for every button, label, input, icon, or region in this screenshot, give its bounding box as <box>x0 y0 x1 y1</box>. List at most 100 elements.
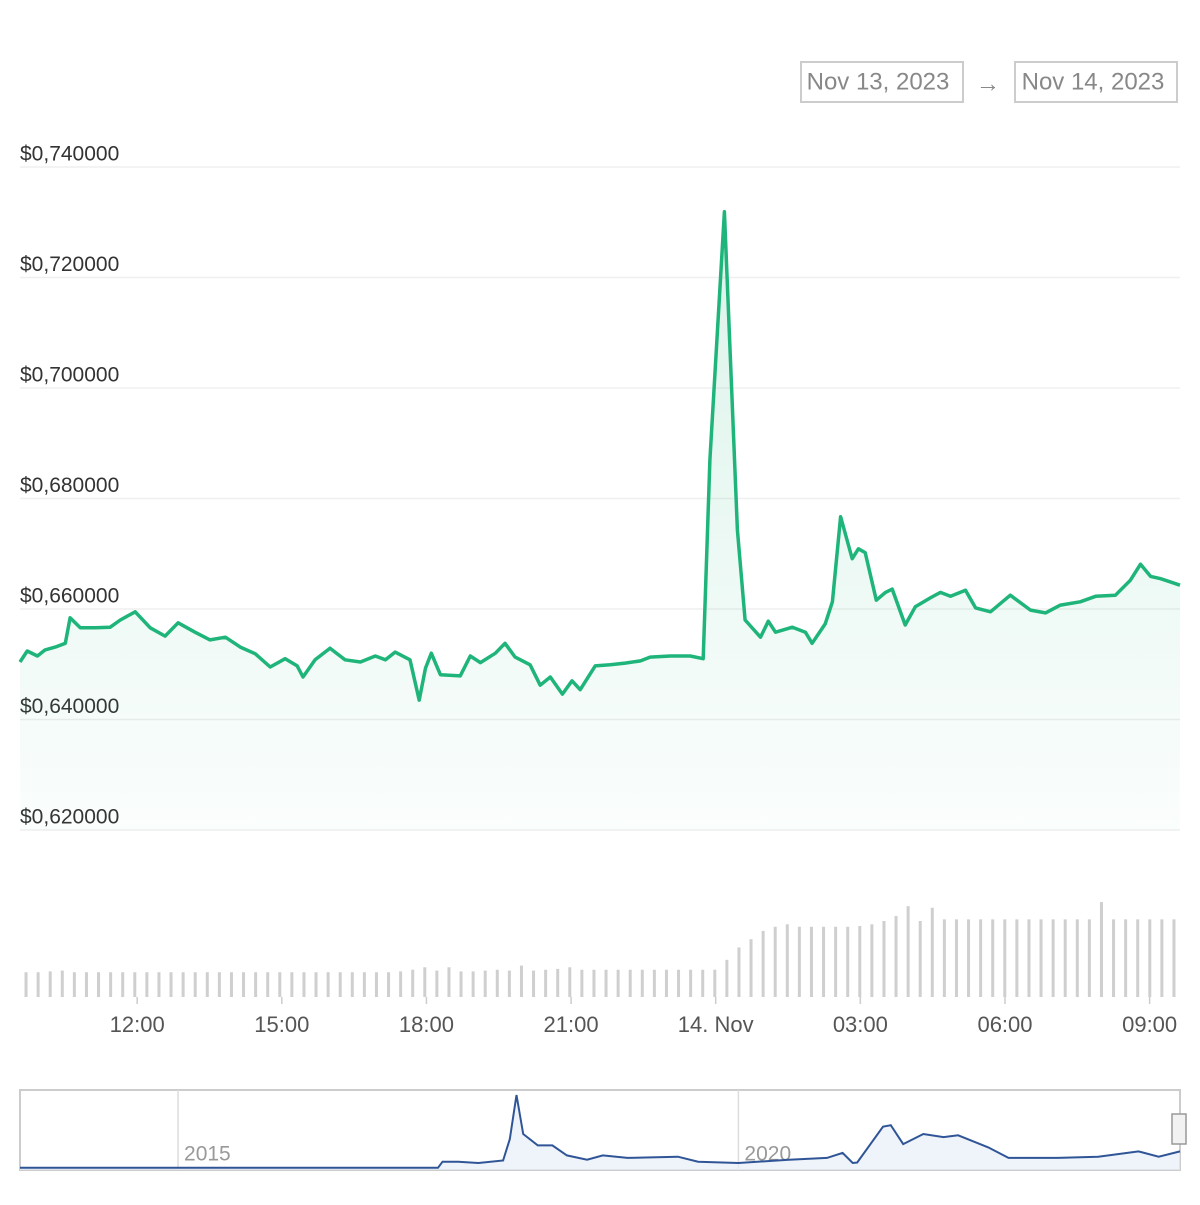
volume-bar <box>1148 919 1152 997</box>
x-tick-label: 14. Nov <box>678 1012 754 1037</box>
volume-bar <box>447 967 451 997</box>
volume-bar <box>858 925 862 997</box>
volume-bar <box>882 921 886 997</box>
volume-bar <box>435 970 439 997</box>
volume-bar <box>121 972 125 997</box>
volume-bar <box>954 919 958 997</box>
volume-bar <box>36 972 40 997</box>
volume-bar <box>544 969 548 997</box>
volume-bar <box>604 969 608 997</box>
price-line <box>18 210 1181 702</box>
volume-bar <box>834 926 838 997</box>
volume-bar <box>1039 919 1043 997</box>
volume-bar <box>677 969 681 997</box>
volume-bar <box>749 939 753 997</box>
volume-bar <box>181 972 185 997</box>
volume-bar <box>60 970 64 997</box>
volume-bar <box>1172 919 1176 997</box>
volume-bar <box>1136 919 1140 997</box>
volume-bar <box>507 970 511 997</box>
volume-bar <box>568 967 572 997</box>
y-tick-label: $0,660000 <box>20 585 119 608</box>
volume-bar <box>797 926 801 997</box>
y-tick-label: $0,740000 <box>20 143 119 166</box>
volume-bar <box>556 968 560 997</box>
date-to-box[interactable] <box>1014 61 1178 103</box>
volume-bar <box>374 972 378 997</box>
volume-bar <box>1015 919 1019 997</box>
x-tick-label: 18:00 <box>399 1012 454 1037</box>
x-tick-label: 21:00 <box>544 1012 599 1037</box>
volume-bar <box>991 919 995 997</box>
volume-bar <box>894 916 898 997</box>
volume-bar <box>193 972 197 997</box>
volume-bar <box>387 972 391 997</box>
volume-bar <box>532 970 536 997</box>
navigator-tick-label: 2015 <box>184 1143 231 1166</box>
volume-bar <box>652 969 656 997</box>
price-area <box>20 211 1180 831</box>
volume-bar <box>399 971 403 997</box>
volume-bar <box>616 969 620 997</box>
volume-bar <box>822 926 826 997</box>
volume-bar <box>1112 919 1116 997</box>
volume-bar <box>423 967 427 997</box>
volume-bar <box>84 972 88 997</box>
volume-bar <box>785 924 789 997</box>
y-tick-label: $0,720000 <box>20 253 119 276</box>
volume-bar <box>133 972 137 997</box>
volume-bar <box>145 972 149 997</box>
volume-bar <box>689 969 693 997</box>
volume-bar <box>1160 919 1164 997</box>
volume-bar <box>169 972 173 997</box>
volume-bar <box>628 969 632 997</box>
volume-bar <box>254 972 258 997</box>
x-tick-label: 06:00 <box>977 1012 1032 1037</box>
volume-bar <box>471 971 475 997</box>
volume-bar <box>157 972 161 997</box>
volume-bar <box>737 947 741 997</box>
y-tick-label: $0,700000 <box>20 364 119 387</box>
volume-bar <box>1027 919 1031 997</box>
volume-bar <box>326 972 330 997</box>
volume-bar <box>942 919 946 997</box>
volume-bar <box>640 969 644 997</box>
range-separator: → <box>976 70 1000 97</box>
date-to[interactable]: Nov 14, 2023 <box>1022 68 1165 95</box>
volume-bar <box>411 969 415 997</box>
volume-bar <box>761 930 765 997</box>
volume-bar <box>338 972 342 997</box>
volume-bar <box>72 972 76 997</box>
volume-bar <box>290 972 294 997</box>
volume-bar <box>592 969 596 997</box>
navigator-line <box>20 1094 1181 1169</box>
volume-bar <box>580 969 584 997</box>
volume-bar <box>979 919 983 997</box>
volume-bar <box>967 919 971 997</box>
volume-bar <box>1075 919 1079 997</box>
date-from[interactable]: Nov 13, 2023 <box>807 68 950 95</box>
volume-bar <box>809 926 813 997</box>
navigator-handle[interactable] <box>1171 1113 1187 1145</box>
volume-bar <box>870 924 874 997</box>
volume-bar <box>97 972 101 997</box>
volume-bar <box>459 971 463 997</box>
volume-bar <box>495 969 499 997</box>
volume-bar <box>314 972 318 997</box>
volume-bar <box>930 907 934 997</box>
volume-bar <box>24 972 28 997</box>
volume-bar <box>205 972 209 997</box>
volume-bar <box>242 972 246 997</box>
x-tick-label: 15:00 <box>254 1012 309 1037</box>
volume-bar <box>48 971 52 997</box>
date-from-box[interactable] <box>800 61 964 103</box>
x-tick-label: 12:00 <box>110 1012 165 1037</box>
volume-bar <box>1051 919 1055 997</box>
volume-bar <box>1099 902 1103 997</box>
volume-bar <box>278 972 282 997</box>
volume-bar <box>302 972 306 997</box>
volume-bar <box>229 972 233 997</box>
volume-bar <box>217 972 221 997</box>
volume-bar <box>266 972 270 997</box>
